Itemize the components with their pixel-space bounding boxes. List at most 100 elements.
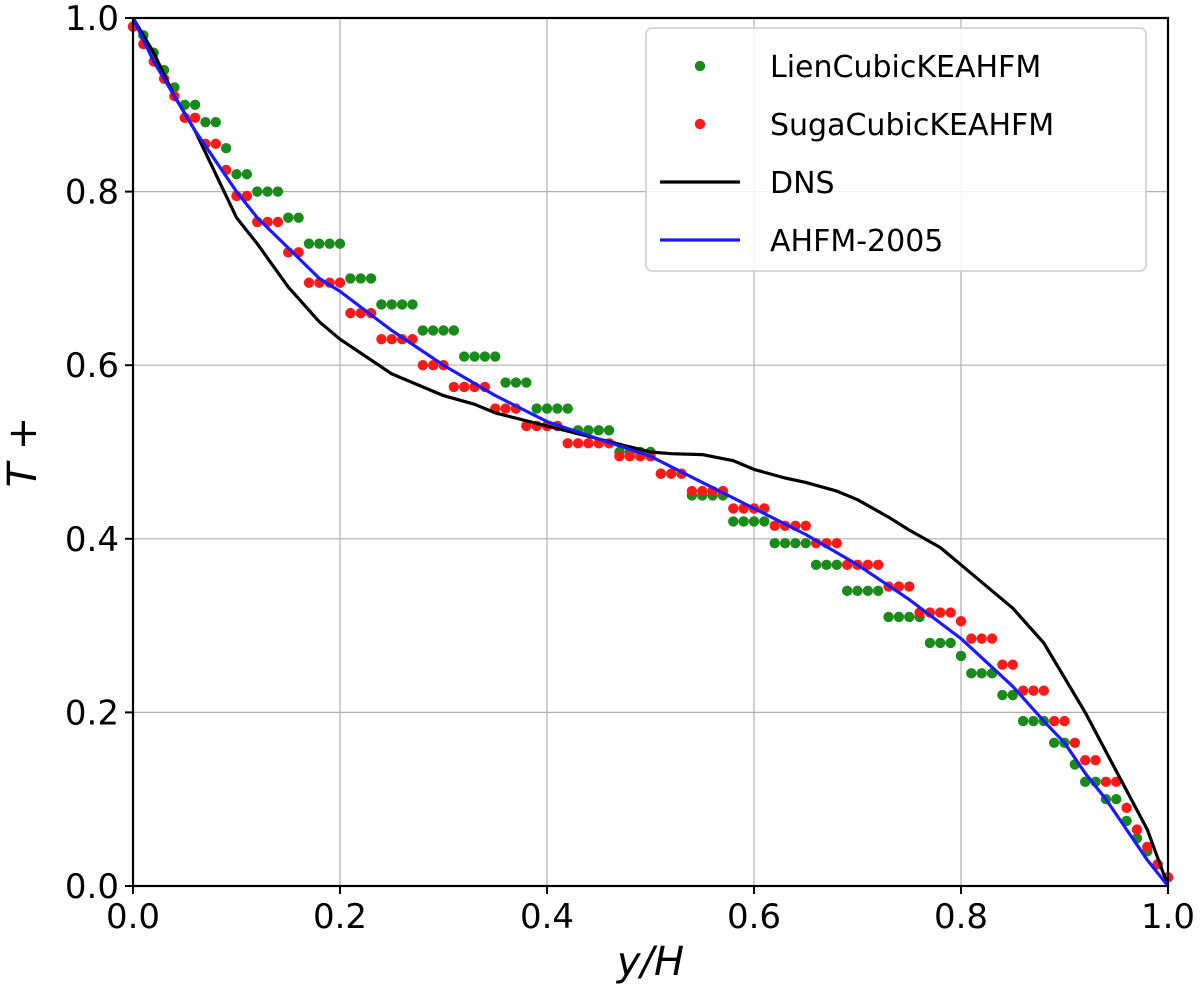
series-line-DNS [131, 17, 1170, 887]
data-point [862, 585, 874, 597]
data-point [779, 537, 791, 549]
data-point [500, 377, 511, 388]
data-point [1080, 754, 1091, 766]
data-point [738, 516, 749, 527]
data-point [469, 351, 480, 362]
data-point [810, 559, 822, 571]
series-line-AHFM-2005 [131, 17, 1170, 887]
data-point [531, 403, 542, 414]
x-tick-label: 0.6 [727, 897, 781, 937]
data-point [697, 485, 708, 497]
data-point [800, 520, 811, 531]
data-point [241, 169, 253, 180]
data-point [821, 559, 832, 571]
x-tick-label: 1.0 [1141, 897, 1195, 937]
x-tick-label: 0.8 [934, 897, 988, 937]
data-point [1017, 715, 1029, 727]
legend-marker [694, 60, 706, 72]
data-point [1028, 685, 1039, 696]
data-point [728, 503, 739, 514]
data-point [935, 607, 946, 618]
data-point [583, 425, 594, 436]
data-point [448, 325, 460, 336]
data-point [800, 537, 811, 549]
data-point [945, 607, 956, 618]
data-point [997, 659, 1008, 670]
data-point [1007, 659, 1018, 670]
data-point [210, 116, 221, 128]
data-point [386, 333, 397, 345]
data-point [417, 360, 428, 371]
data-point [220, 143, 232, 154]
data-point [603, 425, 615, 436]
data-point [541, 403, 553, 414]
data-point [521, 377, 532, 388]
data-point [1111, 794, 1122, 805]
data-point [303, 277, 315, 288]
data-point [1007, 689, 1018, 701]
data-point [1131, 824, 1143, 835]
x-tick-label: 0.0 [106, 897, 160, 937]
data-point [769, 520, 780, 531]
data-point [976, 668, 987, 679]
data-point [200, 116, 211, 128]
data-point [831, 537, 842, 549]
data-point [552, 403, 563, 414]
plot-frame [131, 16, 1170, 888]
data-point [241, 190, 253, 202]
data-point [272, 186, 284, 197]
data-point [1028, 715, 1039, 727]
legend-label: DNS [770, 166, 835, 201]
data-point [593, 425, 604, 436]
data-point [365, 273, 377, 284]
data-point [759, 516, 770, 527]
x-tick-label: 0.4 [520, 897, 574, 937]
data-point [966, 633, 977, 644]
data-point [904, 581, 915, 592]
legend-marker [694, 118, 706, 130]
data-point [189, 99, 201, 111]
data-point [1048, 737, 1060, 748]
data-point [262, 186, 273, 197]
data-point [572, 438, 584, 449]
data-point [841, 559, 853, 571]
data-point [986, 633, 998, 644]
data-point [562, 438, 573, 449]
data-point [293, 212, 304, 223]
data-point [231, 169, 242, 180]
data-point [1121, 802, 1132, 814]
data-point [1069, 737, 1081, 748]
data-point [1142, 841, 1153, 853]
data-point [686, 485, 698, 497]
data-point [883, 611, 894, 623]
data-point [252, 186, 263, 197]
data-point [790, 537, 801, 549]
data-point [1048, 715, 1060, 727]
data-point [748, 516, 760, 527]
data-point [189, 112, 201, 124]
legend: LienCubicKEAHFM SugaCubicKEAHFM DNS AHFM-20… [645, 27, 1147, 272]
data-point [831, 559, 842, 571]
data-point [376, 299, 387, 310]
data-point [935, 637, 946, 649]
data-point [479, 351, 491, 362]
data-point [521, 420, 532, 432]
data-point [459, 381, 470, 393]
data-point [997, 689, 1008, 701]
data-point [666, 468, 677, 479]
data-point [924, 637, 936, 649]
series-layer [127, 17, 1174, 887]
data-point [459, 351, 470, 362]
data-point [945, 637, 956, 649]
data-point [376, 333, 387, 345]
data-point [303, 238, 315, 249]
y-tick-label: 0.2 [65, 693, 119, 733]
data-point [583, 438, 594, 449]
data-point [334, 277, 346, 288]
data-point [345, 307, 356, 319]
data-point [448, 381, 460, 393]
legend-label: LienCubicKEAHFM [770, 50, 1041, 85]
data-point [427, 360, 439, 371]
data-point [272, 216, 284, 228]
